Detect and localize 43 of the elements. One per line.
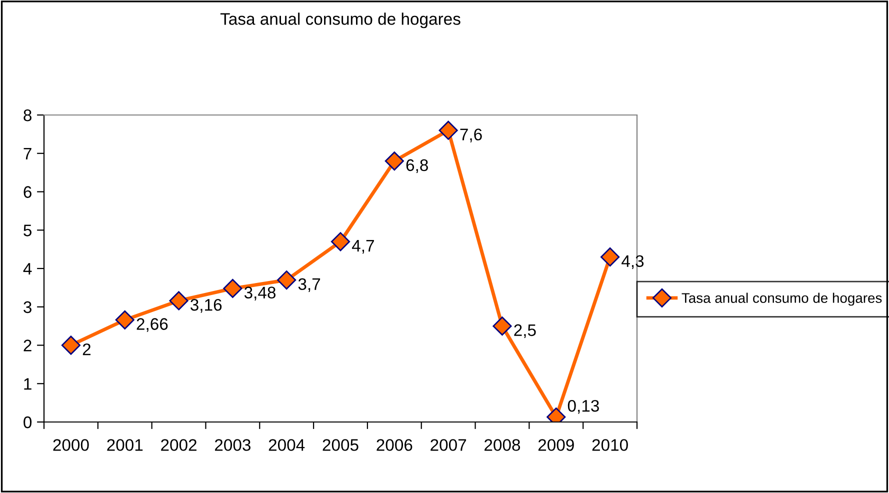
x-tick-label: 2010 bbox=[592, 439, 628, 451]
data-label: 0,13 bbox=[568, 400, 599, 414]
y-tick-label: 6 bbox=[24, 186, 32, 198]
x-tick-label: 2008 bbox=[484, 439, 520, 451]
x-tick-label: 2004 bbox=[268, 439, 305, 451]
point bbox=[115, 310, 134, 330]
point bbox=[438, 120, 458, 140]
data-label: 6,8 bbox=[406, 159, 428, 174]
x-tick-label: 2005 bbox=[322, 439, 358, 451]
data-label: 7,6 bbox=[460, 128, 482, 142]
point bbox=[169, 291, 188, 310]
x-tick-label: 2006 bbox=[376, 439, 412, 451]
point bbox=[61, 336, 80, 355]
data-label: 3,7 bbox=[298, 278, 320, 292]
chart-title: Tasa anual consumo de hogares bbox=[220, 12, 460, 28]
point bbox=[223, 278, 242, 298]
data-label: 4,7 bbox=[352, 240, 374, 254]
data-label: 2 bbox=[82, 343, 90, 356]
legend-label: Tasa anual consumo de hogares bbox=[682, 292, 882, 306]
data-label: 3,48 bbox=[244, 286, 276, 300]
point bbox=[600, 247, 620, 267]
y-tick-label: 0 bbox=[24, 416, 32, 428]
y-tick-label: 5 bbox=[24, 224, 32, 236]
y-tick-label: 4 bbox=[23, 263, 32, 275]
x-tick-label: 2002 bbox=[161, 439, 196, 451]
point bbox=[330, 232, 350, 252]
x-tick-label: 2009 bbox=[538, 439, 574, 451]
data-label: 2,5 bbox=[514, 324, 536, 338]
data-label: 3,16 bbox=[190, 298, 222, 313]
point bbox=[492, 316, 512, 336]
x-tick-label: 2000 bbox=[53, 439, 89, 451]
x-tick-label: 2001 bbox=[107, 439, 143, 451]
x-tick-label: 2003 bbox=[214, 439, 250, 451]
x-tick-label: 2007 bbox=[430, 439, 466, 451]
y-tick-label: 2 bbox=[24, 340, 32, 352]
y-tick-label: 1 bbox=[24, 378, 32, 390]
data-label: 2,66 bbox=[136, 318, 168, 332]
point bbox=[384, 152, 404, 171]
y-tick-label: 8 bbox=[24, 109, 32, 122]
point bbox=[277, 270, 296, 290]
data-label: 4,3 bbox=[622, 255, 644, 269]
y-tick-label: 7 bbox=[24, 148, 32, 160]
y-tick-label: 3 bbox=[24, 301, 32, 314]
